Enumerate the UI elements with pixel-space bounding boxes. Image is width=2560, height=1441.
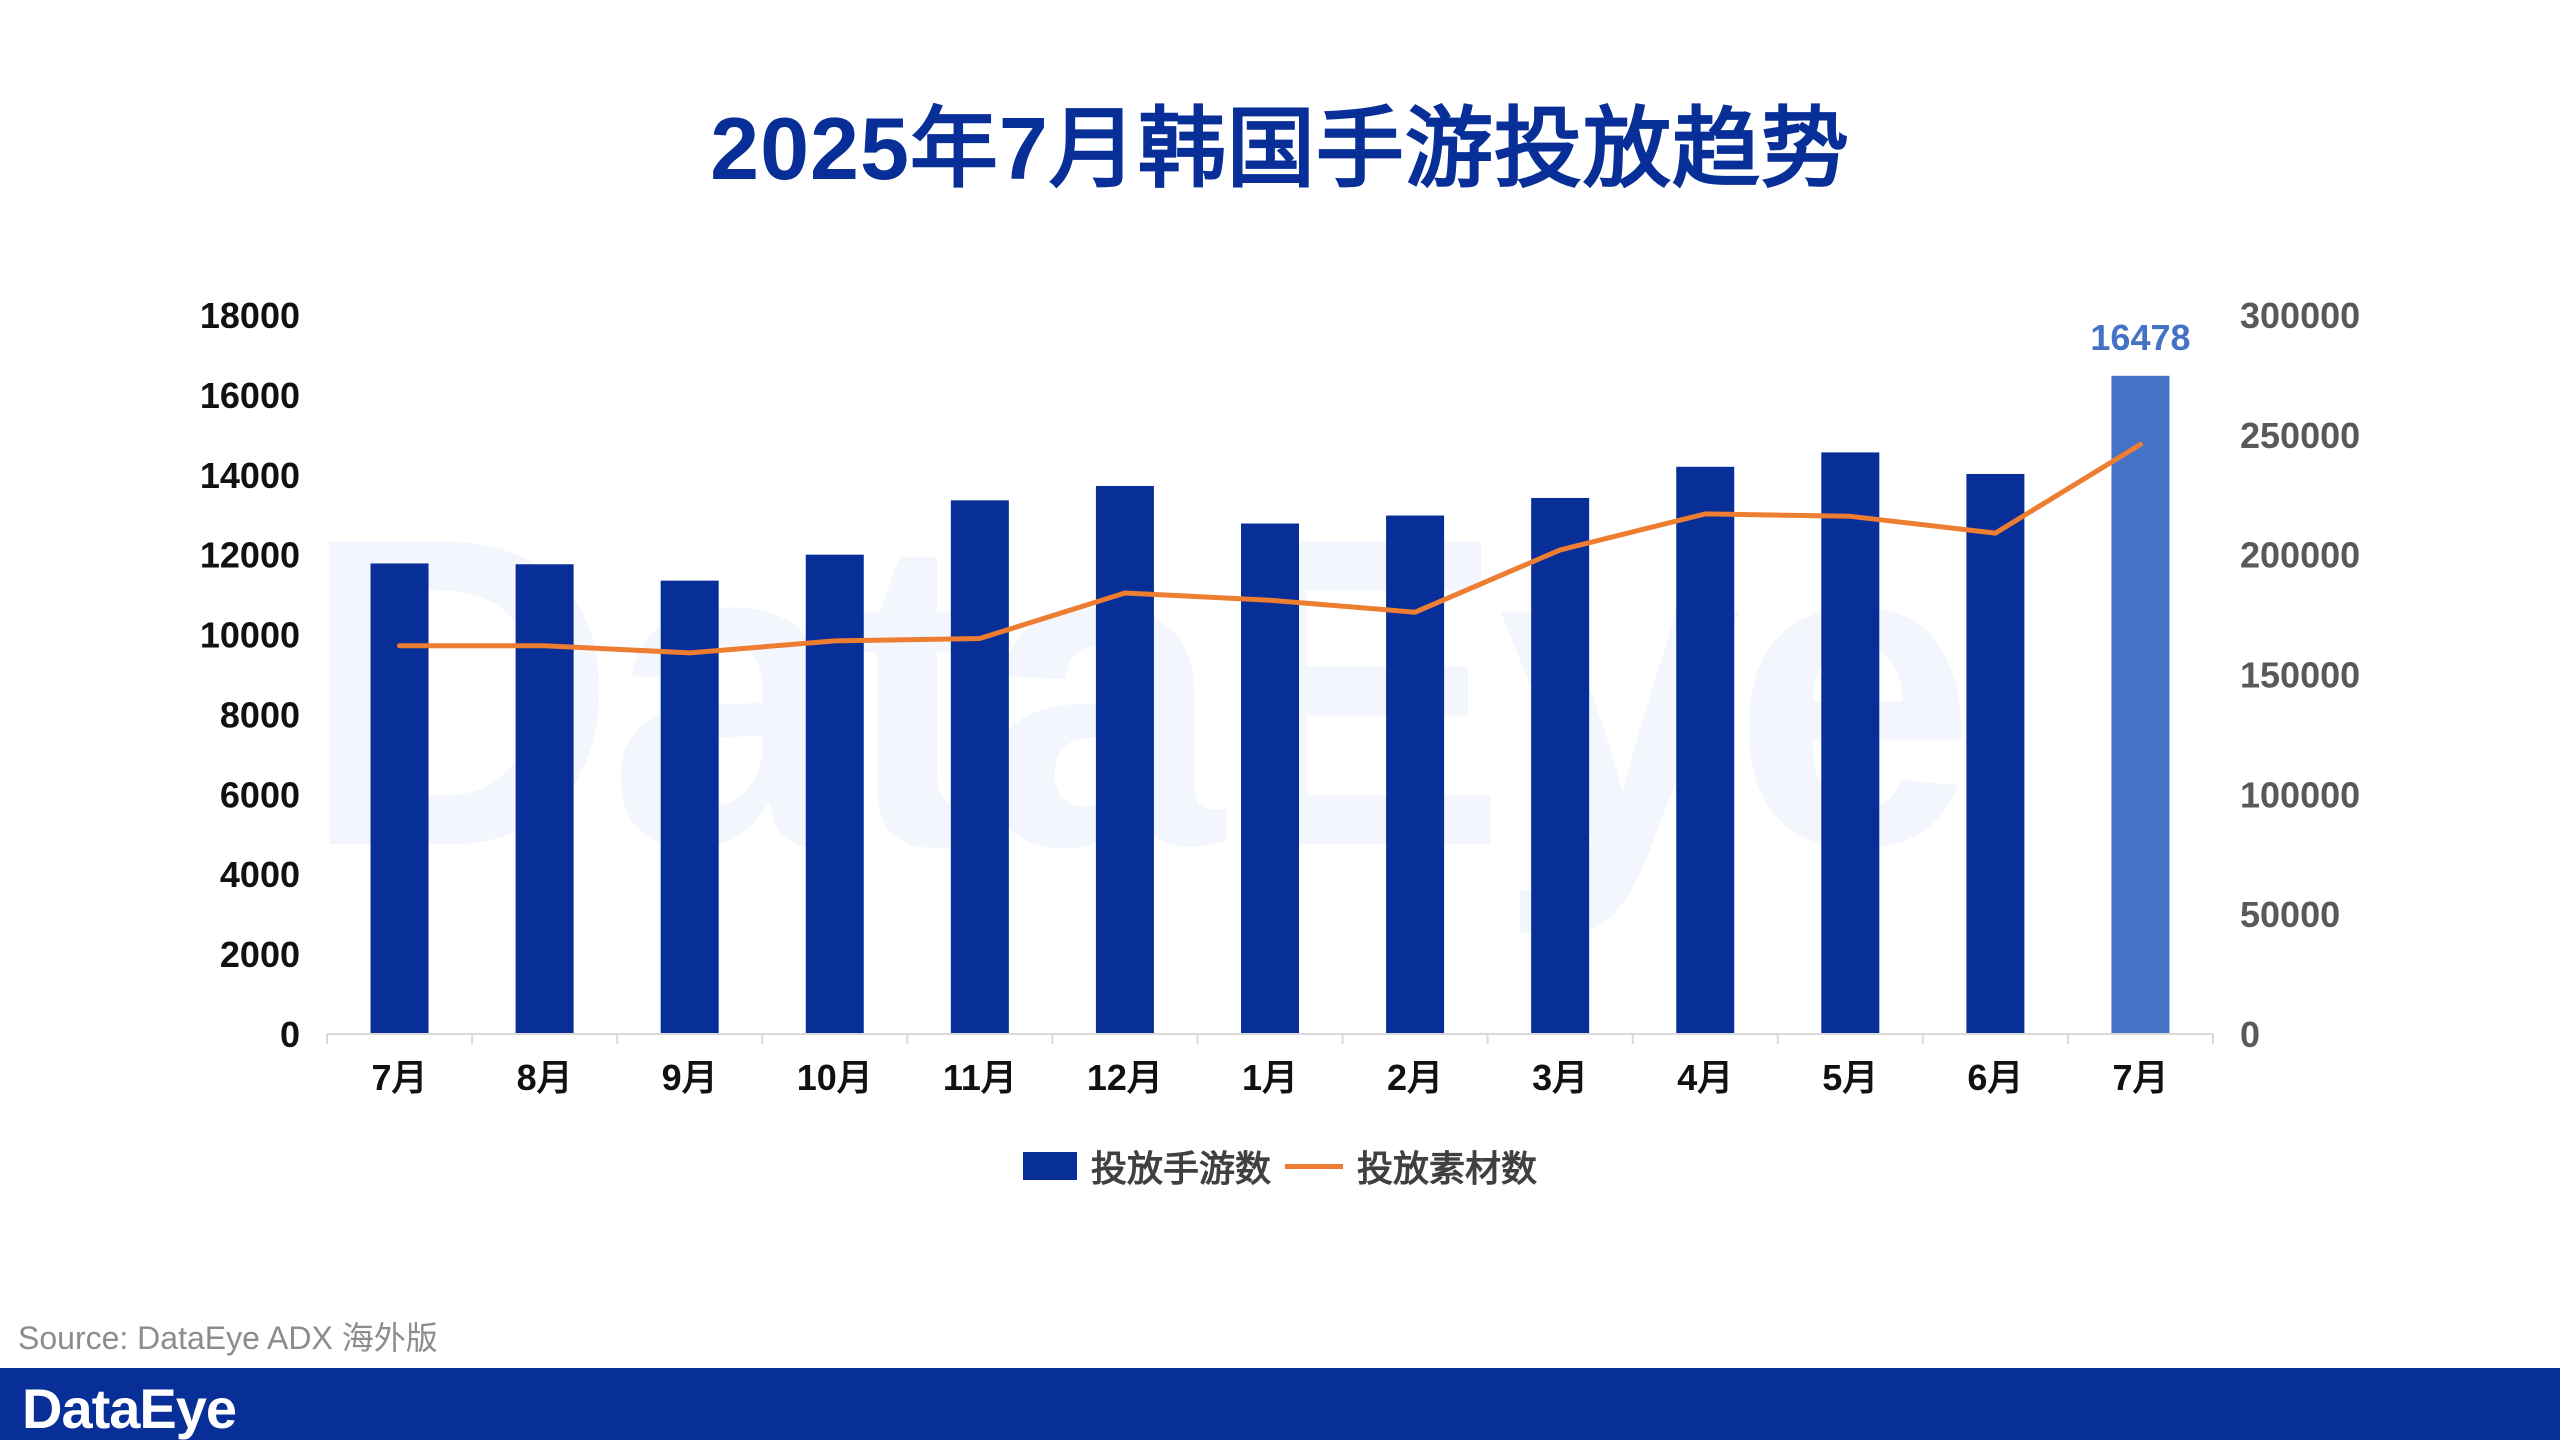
bar — [2111, 375, 2170, 1035]
x-tick-label: 10月 — [797, 1057, 873, 1098]
y-right-tick-label: 50000 — [2240, 894, 2340, 935]
x-tick-label: 7月 — [2112, 1057, 2168, 1098]
legend-bar-label: 投放手游数 — [1090, 1148, 1271, 1189]
x-tick-label: 7月 — [372, 1057, 428, 1098]
x-tick-label: 11月 — [943, 1057, 1017, 1098]
bar — [805, 554, 864, 1034]
x-tick-label: 2月 — [1387, 1057, 1443, 1098]
y-right-tick-label: 300000 — [2240, 295, 2360, 336]
line-series — [397, 441, 2143, 656]
bar — [515, 564, 574, 1034]
data-label: 16478 — [2090, 317, 2190, 358]
x-tick-label: 1月 — [1242, 1057, 1298, 1098]
y-left-tick-label: 18000 — [200, 295, 300, 336]
y-right-tick-label: 150000 — [2240, 655, 2360, 696]
y-left-tick-label: 4000 — [220, 854, 300, 895]
bar — [1676, 466, 1735, 1034]
bar — [1241, 523, 1299, 1034]
y-right-tick-label: 250000 — [2240, 415, 2360, 456]
x-tick-label: 3月 — [1532, 1057, 1588, 1098]
bar — [370, 563, 429, 1034]
bar — [1095, 485, 1154, 1034]
y-left-tick-label: 10000 — [200, 615, 300, 656]
y-left-tick-label: 12000 — [200, 535, 300, 576]
y-left-tick-label: 6000 — [220, 774, 300, 815]
y-right-tick-label: 200000 — [2240, 535, 2360, 576]
y-left-tick-label: 2000 — [220, 934, 300, 975]
legend-item-bar: 投放手游数 — [1022, 1140, 1271, 1192]
bar — [660, 580, 719, 1034]
y-left-tick-label: 16000 — [200, 375, 300, 416]
x-tick-label: 9月 — [662, 1057, 718, 1098]
dataeye-logo: DataEye — [22, 1377, 237, 1440]
bar — [1821, 452, 1880, 1034]
footer-bar: DataEye — [0, 1368, 2560, 1440]
legend-item-line: 投放素材数 — [1285, 1140, 1537, 1192]
bar — [950, 500, 1009, 1034]
x-tick-label: 8月 — [517, 1057, 573, 1098]
x-tick-label: 6月 — [1967, 1057, 2023, 1098]
bar — [1966, 473, 2025, 1034]
x-tick-label: 12月 — [1087, 1057, 1163, 1098]
x-tick-label: 5月 — [1822, 1057, 1878, 1098]
y-left-tick-label: 0 — [280, 1014, 300, 1055]
chart-title: 2025年7月韩国手游投放趋势 — [710, 99, 1850, 198]
y-left-tick-label: 8000 — [220, 694, 300, 735]
x-tick-label: 4月 — [1677, 1057, 1733, 1098]
y-left-tick-label: 14000 — [200, 455, 300, 496]
legend: 投放手游数 投放素材数 — [0, 1140, 2560, 1192]
legend-bar-swatch — [1022, 1152, 1077, 1180]
legend-line-label: 投放素材数 — [1357, 1148, 1538, 1189]
bar — [1386, 515, 1445, 1034]
combo-chart: 0 2000 4000 6000 8000 10000 12000 14000 16000 180… — [200, 295, 2360, 1098]
legend-line-swatch — [1285, 1163, 1343, 1169]
y-right-tick-label: 100000 — [2240, 774, 2360, 815]
y-right-tick-label: 0 — [2240, 1014, 2260, 1055]
bar — [1531, 497, 1590, 1034]
source-note: Source: DataEye ADX 海外版 — [18, 1320, 438, 1356]
